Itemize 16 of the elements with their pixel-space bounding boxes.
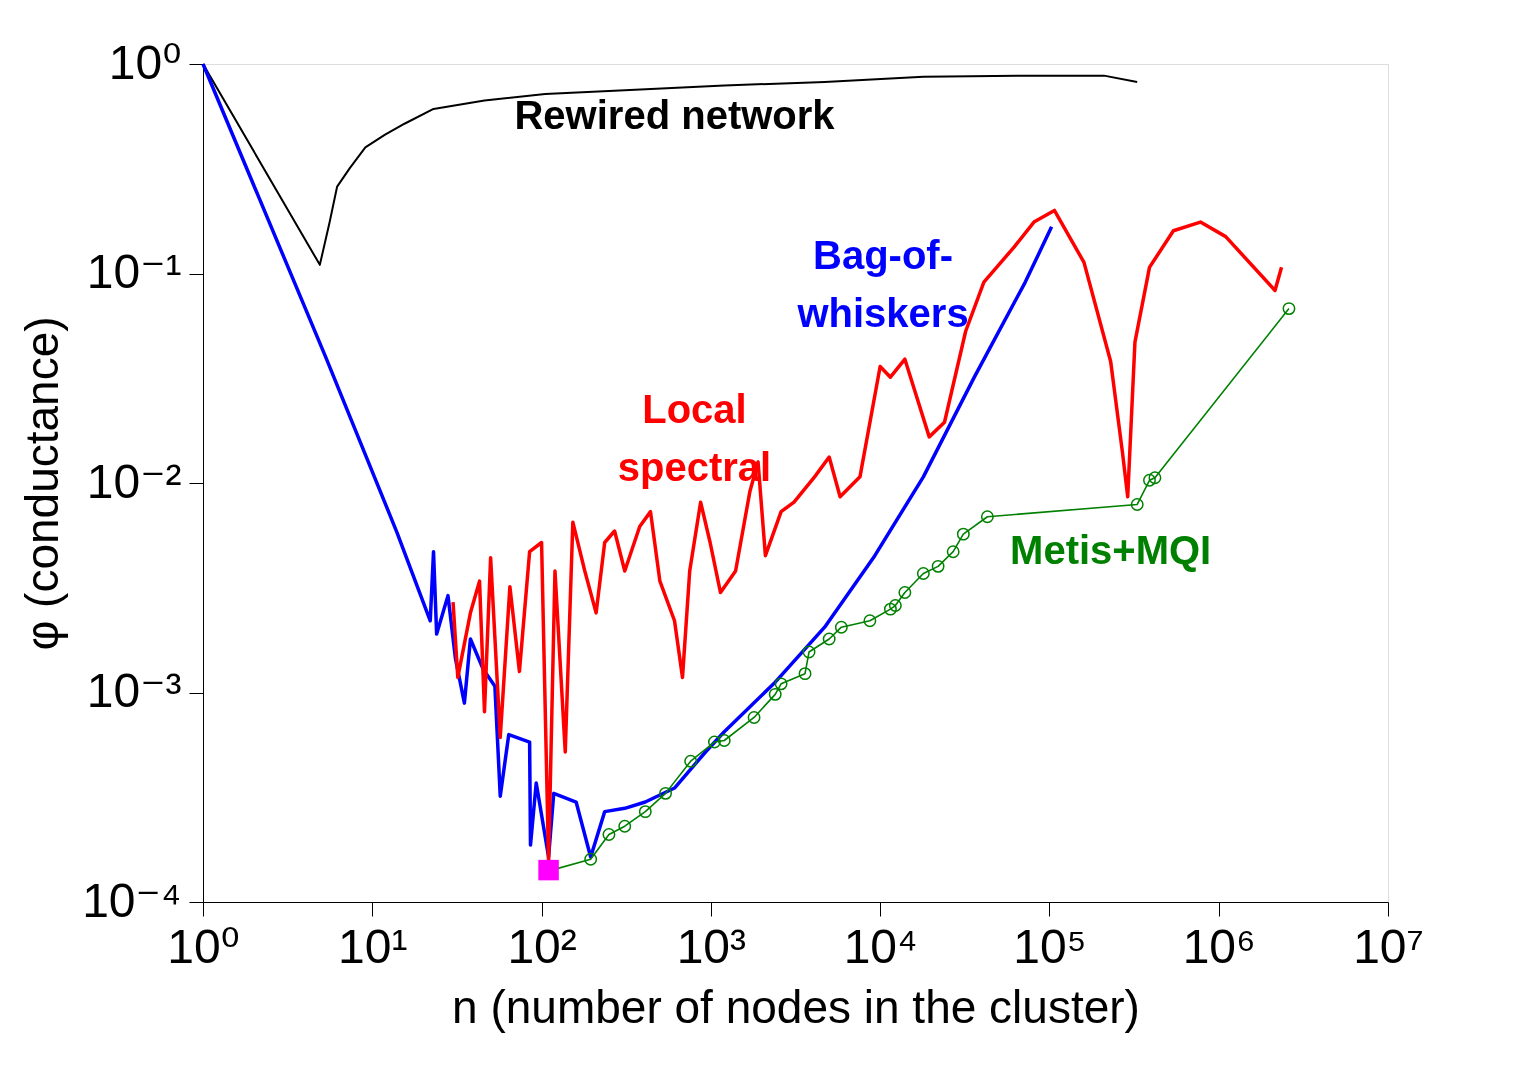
y-axis-title: φ (conductance) [16,316,69,651]
x-tick-label: 10² [507,919,577,973]
x-tick-label: 10⁴ [843,919,918,973]
x-tick-label: 10³ [676,919,747,973]
x-tick-label: 10⁵ [1013,919,1087,973]
y-tick-label: 10⁻² [86,454,182,508]
x-axis-title: n (number of nodes in the cluster) [452,980,1140,1033]
y-tick-label: 10⁻¹ [86,245,182,298]
series-label: Bag-of- whiskers [796,232,969,335]
y-tick-label: 10⁰ [108,35,182,89]
series-label: Metis+MQI [1010,527,1212,572]
y-tick-label: 10⁻³ [86,664,182,717]
series-label: Rewired network [514,92,836,137]
x-tick-label: 10⁶ [1182,919,1256,973]
x-tick-label: 10¹ [338,919,408,973]
x-tick-label: 10⁷ [1353,919,1424,973]
